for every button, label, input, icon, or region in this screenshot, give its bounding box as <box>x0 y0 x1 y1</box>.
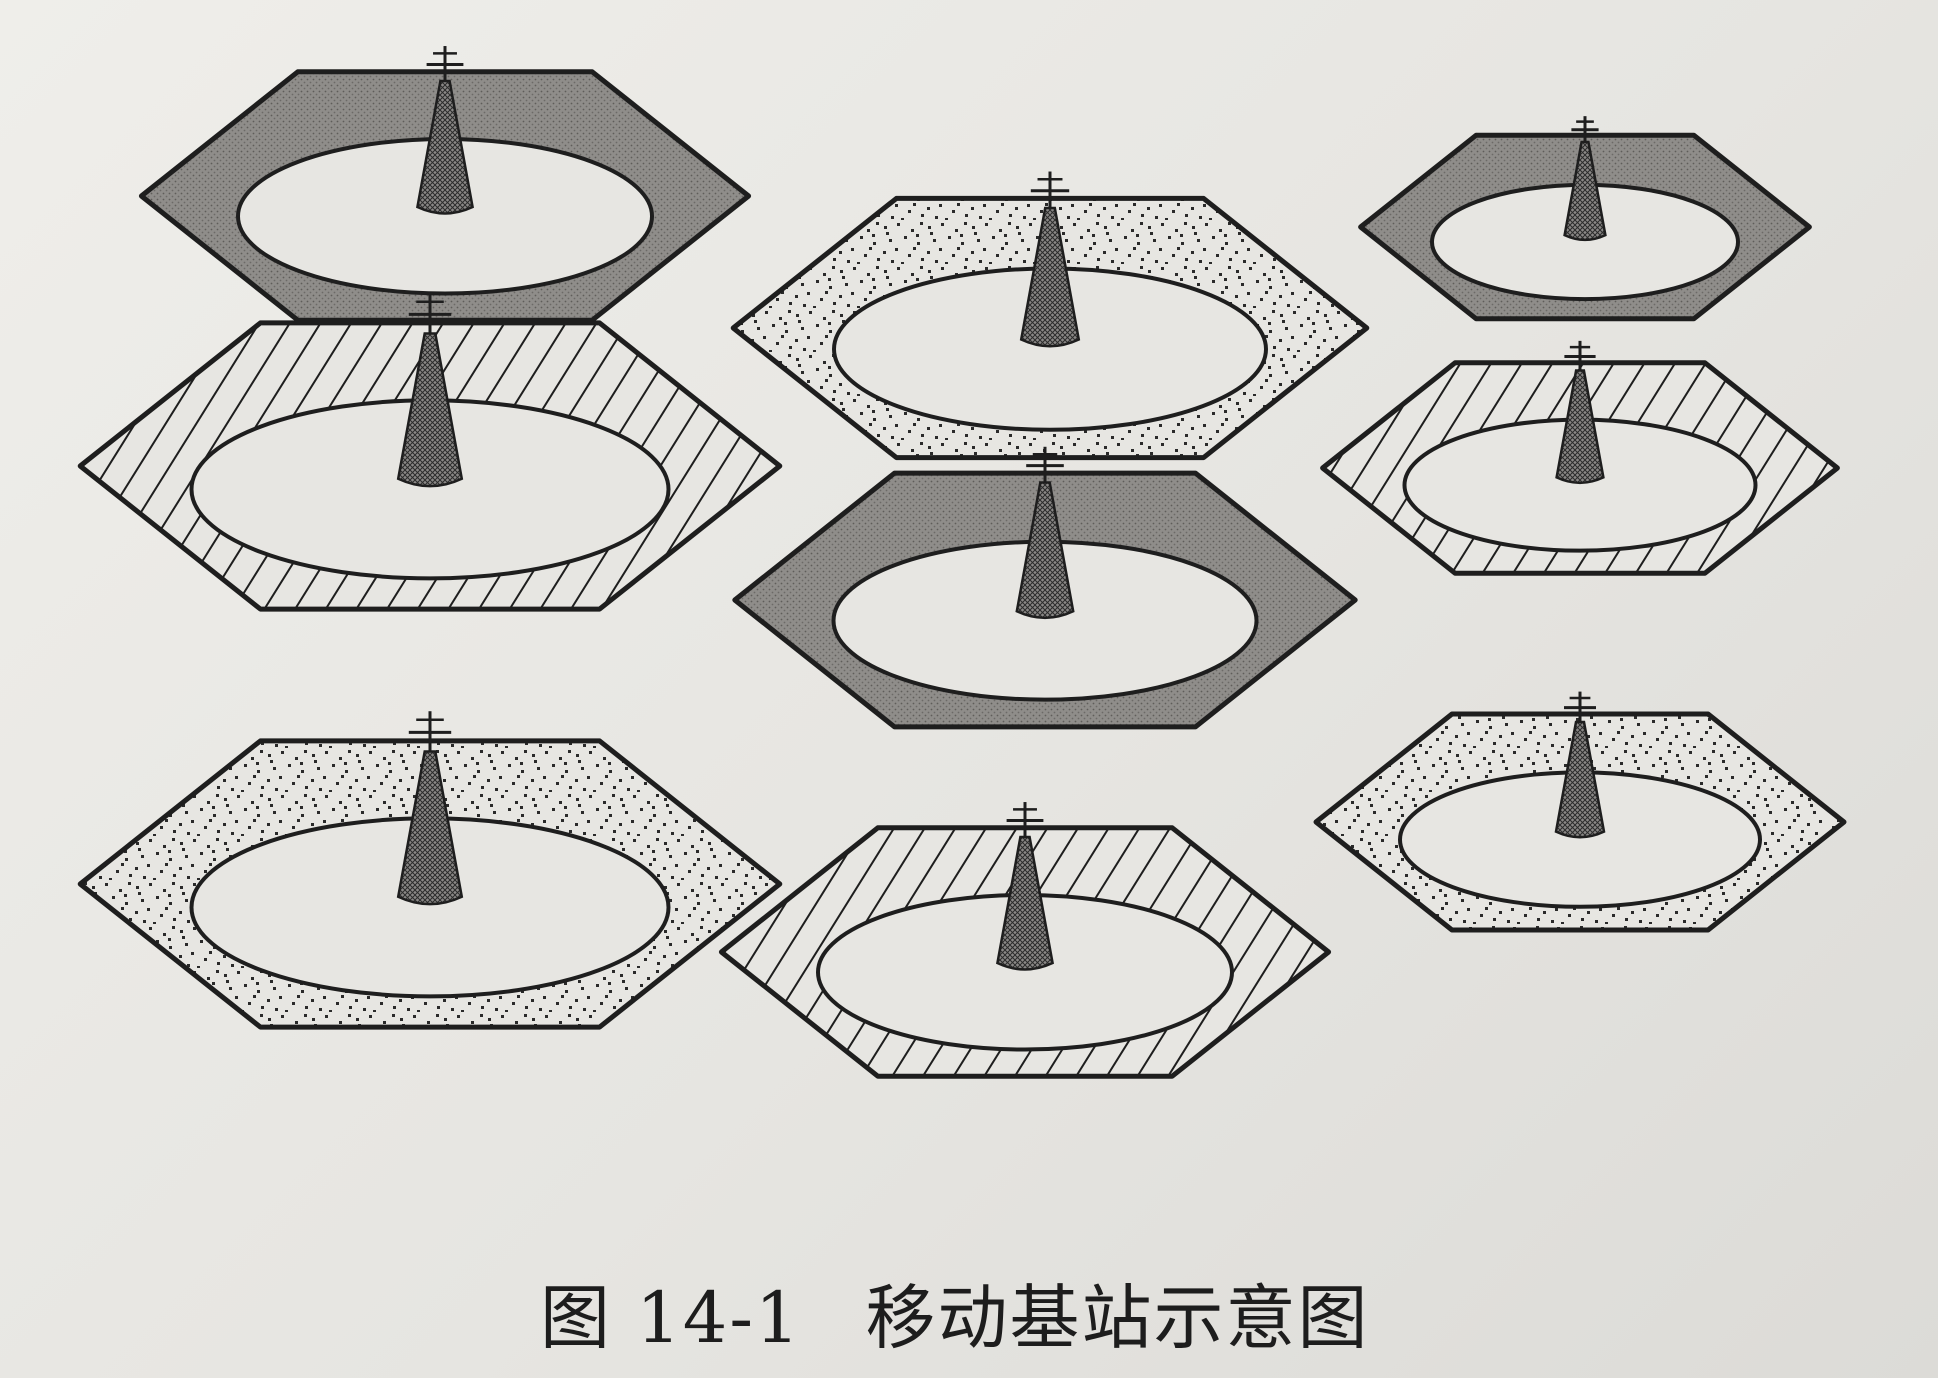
cell-bottom-right <box>1313 691 1847 933</box>
cell-top-left <box>138 46 752 323</box>
cell-middle-left <box>77 293 783 612</box>
antenna-tower-icon <box>995 802 1055 971</box>
figure-number: 图 14-1 <box>540 1277 802 1359</box>
cell-middle-right <box>1320 340 1840 576</box>
cell-bottom-center <box>718 802 1332 1079</box>
antenna-tower-icon <box>1019 171 1081 348</box>
antenna-tower-icon <box>396 293 464 488</box>
antenna-tower-icon <box>396 711 464 906</box>
figure-title: 移动基站示意图 <box>865 1277 1370 1359</box>
antenna-tower-icon <box>1563 116 1607 242</box>
antenna-tower-icon <box>1015 446 1075 620</box>
antenna-tower-icon <box>1554 691 1606 839</box>
cell-center <box>732 446 1358 730</box>
figure-caption: 图 14-1 移动基站示意图 <box>540 1262 1540 1363</box>
cell-bottom-left <box>77 711 783 1030</box>
antenna-tower-icon <box>415 46 475 215</box>
cell-top-center <box>730 171 1370 461</box>
cell-top-right <box>1358 116 1812 322</box>
antenna-tower-icon <box>1555 340 1605 485</box>
